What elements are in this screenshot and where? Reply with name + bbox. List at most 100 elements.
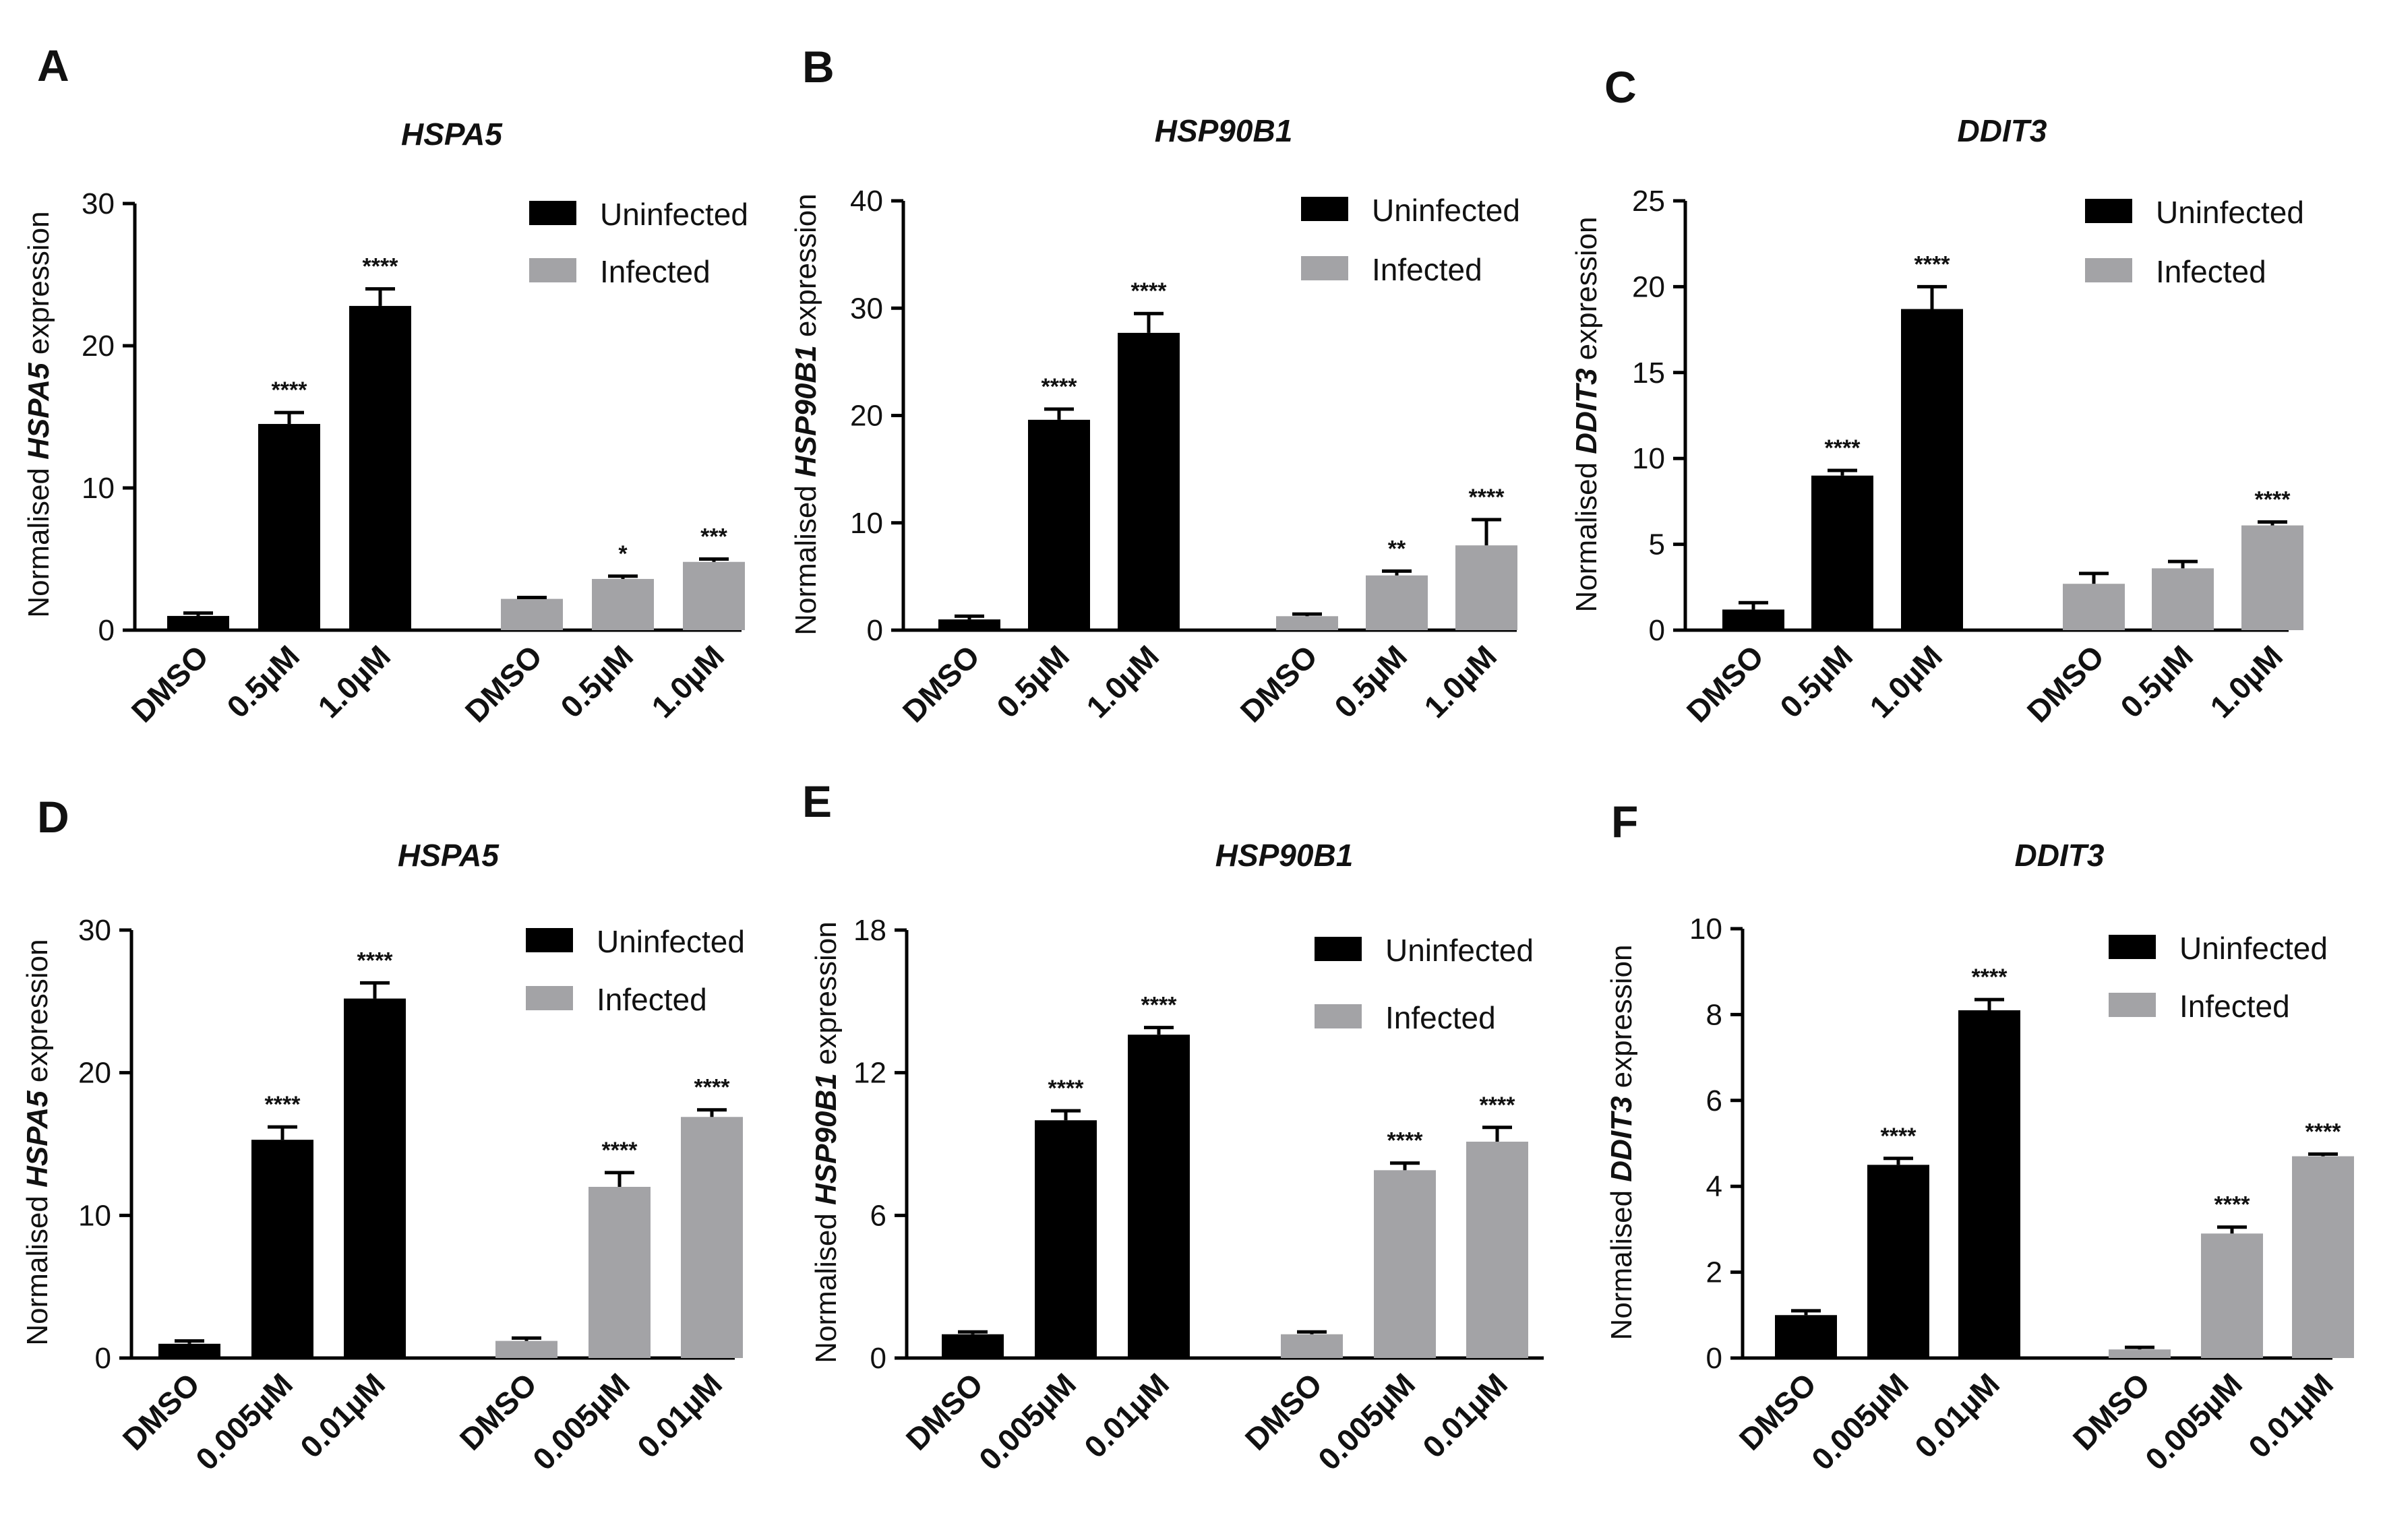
panel-letter: C bbox=[1604, 62, 1637, 112]
x-category-label: 0.5µM bbox=[1773, 638, 1859, 725]
y-tick-label: 40 bbox=[850, 185, 883, 218]
bar bbox=[683, 561, 745, 630]
y-axis-label-suffix: expression bbox=[22, 211, 55, 363]
y-tick-label: 0 bbox=[95, 1342, 111, 1375]
bar bbox=[1118, 332, 1180, 630]
y-tick-label: 10 bbox=[1632, 442, 1665, 475]
y-tick-label: 30 bbox=[850, 292, 883, 325]
y-axis-label-prefix: Normalised bbox=[1570, 454, 1603, 613]
bar bbox=[1466, 1141, 1528, 1358]
bar bbox=[1958, 1010, 2020, 1358]
legend-swatch-uninfected bbox=[529, 201, 576, 225]
bar bbox=[1276, 616, 1338, 630]
legend-label-uninfected: Uninfected bbox=[600, 197, 748, 232]
y-tick-label: 20 bbox=[82, 330, 115, 363]
legend-swatch-uninfected bbox=[2109, 935, 2156, 959]
y-tick-label: 5 bbox=[1649, 528, 1665, 561]
chart-title: HSP90B1 bbox=[1215, 838, 1354, 873]
y-axis-label: Normalised HSP90B1 expression bbox=[789, 193, 822, 635]
x-category-label: DMSO bbox=[453, 1366, 543, 1456]
bar bbox=[2292, 1156, 2354, 1358]
x-category-label: 1.0µM bbox=[2203, 638, 2289, 725]
x-category-label: 0.01µM bbox=[1416, 1366, 1514, 1465]
legend-label-uninfected: Uninfected bbox=[597, 924, 745, 959]
bar bbox=[942, 1334, 1004, 1358]
significance-label: **** bbox=[1881, 1123, 1917, 1149]
y-tick-label: 0 bbox=[98, 614, 115, 647]
bar bbox=[1722, 609, 1784, 630]
bar bbox=[158, 1343, 220, 1358]
x-category-label: DMSO bbox=[1238, 1366, 1329, 1456]
chart-title: HSPA5 bbox=[401, 117, 503, 152]
y-axis-label-prefix: Normalised bbox=[810, 1205, 843, 1363]
significance-label: **** bbox=[602, 1138, 638, 1163]
y-axis-label-suffix: expression bbox=[21, 939, 54, 1090]
significance-label: **** bbox=[265, 1092, 301, 1117]
legend-label-infected: Infected bbox=[1372, 252, 1482, 287]
bar bbox=[1867, 1165, 1929, 1358]
x-category-label: 1.0µM bbox=[644, 638, 731, 725]
significance-label: **** bbox=[363, 254, 399, 280]
chart-title: DDIT3 bbox=[2015, 838, 2105, 873]
x-category-label: 1.0µM bbox=[1417, 638, 1503, 725]
x-category-label: DMSO bbox=[899, 1366, 990, 1456]
legend-label-uninfected: Uninfected bbox=[1385, 933, 1534, 968]
y-tick-label: 4 bbox=[1706, 1170, 1722, 1203]
bar bbox=[251, 1140, 313, 1358]
legend-label-infected: Infected bbox=[2156, 254, 2266, 289]
legend-swatch-infected bbox=[526, 986, 573, 1010]
legend-swatch-infected bbox=[2109, 993, 2156, 1017]
significance-label: **** bbox=[272, 377, 308, 403]
legend-label-uninfected: Uninfected bbox=[2179, 931, 2328, 966]
significance-label: *** bbox=[700, 524, 727, 550]
x-category-label: DMSO bbox=[1732, 1366, 1823, 1456]
x-category-label: 0.01µM bbox=[630, 1366, 729, 1465]
y-axis-label-suffix: expression bbox=[1605, 945, 1638, 1097]
y-axis-label-prefix: Normalised bbox=[21, 1188, 54, 1346]
x-category-label: 0.005µM bbox=[1805, 1366, 1915, 1477]
x-category-label: 1.0µM bbox=[1079, 638, 1166, 725]
legend-label-infected: Infected bbox=[600, 254, 711, 289]
y-axis-label-gene: HSPA5 bbox=[21, 1090, 54, 1188]
x-category-label: 0.5µM bbox=[220, 638, 306, 725]
y-axis-label-suffix: expression bbox=[1570, 217, 1603, 369]
panel-letter: D bbox=[37, 792, 69, 842]
x-category-label: DMSO bbox=[1680, 638, 1770, 729]
bar bbox=[2152, 568, 2214, 630]
y-axis-label-prefix: Normalised bbox=[1605, 1182, 1638, 1341]
chart-title: DDIT3 bbox=[1958, 113, 2047, 148]
y-axis-label: Normalised HSPA5 expression bbox=[21, 939, 54, 1345]
panel-letter: B bbox=[802, 42, 835, 92]
x-category-label: 0.01µM bbox=[1077, 1366, 1176, 1465]
y-axis-label: Normalised DDIT3 expression bbox=[1605, 945, 1638, 1341]
bar bbox=[1035, 1120, 1097, 1358]
significance-label: **** bbox=[2305, 1119, 2342, 1144]
panel-letter: E bbox=[802, 776, 832, 826]
x-category-label: 0.005µM bbox=[1311, 1366, 1422, 1477]
significance-label: **** bbox=[1972, 964, 2008, 990]
significance-label: **** bbox=[1825, 435, 1861, 461]
y-tick-label: 30 bbox=[78, 914, 111, 947]
bar bbox=[589, 1187, 651, 1358]
significance-label: **** bbox=[1048, 1076, 1085, 1101]
bar bbox=[258, 424, 320, 630]
panel-letter: A bbox=[37, 40, 69, 90]
bar bbox=[1775, 1315, 1837, 1358]
x-category-label: 0.01µM bbox=[2241, 1366, 2340, 1465]
y-axis-label-gene: DDIT3 bbox=[1570, 369, 1603, 454]
legend-label-infected: Infected bbox=[597, 982, 707, 1017]
y-tick-label: 6 bbox=[870, 1199, 886, 1232]
x-category-label: DMSO bbox=[2066, 1366, 2156, 1456]
x-category-label: DMSO bbox=[458, 638, 549, 729]
y-axis-label-gene: DDIT3 bbox=[1605, 1097, 1638, 1182]
chart-title: HSP90B1 bbox=[1155, 113, 1293, 148]
chart-title: HSPA5 bbox=[398, 838, 500, 873]
legend-label-infected: Infected bbox=[2179, 989, 2290, 1024]
y-axis-label: Normalised HSPA5 expression bbox=[22, 211, 55, 617]
y-tick-label: 0 bbox=[870, 1342, 886, 1375]
y-tick-label: 0 bbox=[1706, 1342, 1722, 1375]
y-tick-label: 12 bbox=[853, 1057, 886, 1090]
